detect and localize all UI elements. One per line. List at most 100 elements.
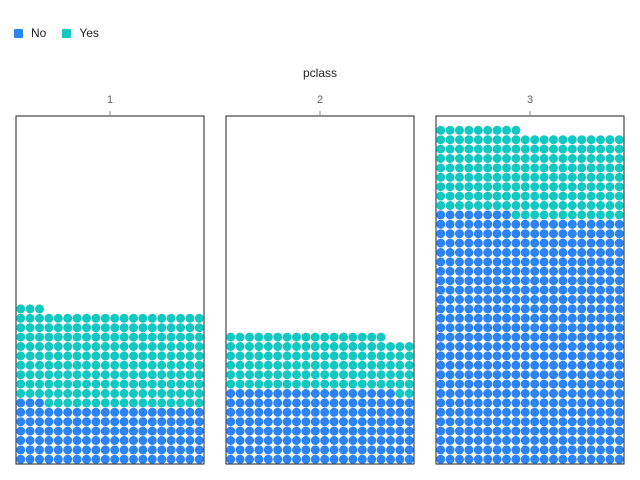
dot-yes-class-2 <box>395 342 405 351</box>
dot-no-class-1 <box>44 445 54 455</box>
dot-no-class-3 <box>530 454 540 464</box>
dot-no-class-3 <box>455 304 464 314</box>
dot-no-class-1 <box>166 445 176 455</box>
dot-no-class-2 <box>245 407 254 417</box>
dot-yes-class-3 <box>445 154 455 163</box>
dot-yes-class-3 <box>605 172 615 182</box>
dot-no-class-2 <box>386 417 395 427</box>
dot-yes-class-2 <box>273 351 283 361</box>
dot-yes-class-3 <box>492 154 502 163</box>
dot-yes-class-3 <box>596 163 605 173</box>
dot-no-class-3 <box>464 360 474 370</box>
dot-no-class-2 <box>245 389 254 398</box>
dot-no-class-3 <box>567 266 577 276</box>
dot-no-class-3 <box>539 229 549 239</box>
dot-yes-class-2 <box>263 370 273 380</box>
dot-yes-class-3 <box>455 182 464 192</box>
dot-no-class-3 <box>577 389 587 398</box>
dot-no-class-3 <box>455 332 464 342</box>
dot-yes-class-2 <box>292 370 301 380</box>
dot-yes-class-3 <box>464 191 474 201</box>
dot-yes-class-1 <box>44 332 54 342</box>
dot-yes-class-2 <box>386 370 395 380</box>
dot-no-class-2 <box>386 426 395 436</box>
dot-no-class-3 <box>492 360 502 370</box>
dot-no-class-3 <box>586 454 596 464</box>
dot-yes-class-2 <box>245 332 254 342</box>
dot-yes-class-2 <box>320 332 330 342</box>
dot-yes-class-3 <box>511 182 521 192</box>
dot-yes-class-3 <box>436 172 446 182</box>
dot-no-class-3 <box>549 426 558 436</box>
dot-no-class-2 <box>301 436 311 445</box>
dot-yes-class-3 <box>436 135 446 145</box>
dot-no-class-1 <box>44 426 54 436</box>
dot-yes-class-2 <box>339 351 348 361</box>
dot-no-class-3 <box>445 426 455 436</box>
dot-no-class-3 <box>614 219 624 229</box>
dot-yes-class-3 <box>473 135 483 145</box>
dot-no-class-3 <box>558 276 568 286</box>
dot-no-class-3 <box>436 407 446 417</box>
dot-yes-class-3 <box>445 182 455 192</box>
dot-no-class-3 <box>586 257 596 267</box>
facet-title: pclass <box>302 66 337 80</box>
dot-no-class-1 <box>119 436 129 445</box>
dot-no-class-3 <box>549 454 558 464</box>
dot-yes-class-2 <box>376 379 386 389</box>
dot-yes-class-2 <box>235 342 245 351</box>
dot-yes-class-2 <box>282 360 292 370</box>
dot-yes-class-1 <box>166 389 176 398</box>
dot-no-class-1 <box>53 445 63 455</box>
dot-no-class-1 <box>129 407 138 417</box>
dot-yes-class-1 <box>53 351 63 361</box>
dot-no-class-2 <box>245 436 254 445</box>
dot-no-class-1 <box>157 426 167 436</box>
dot-no-class-1 <box>119 445 129 455</box>
dot-no-class-3 <box>473 454 483 464</box>
dot-no-class-3 <box>605 436 615 445</box>
dot-no-class-3 <box>577 398 587 408</box>
dot-yes-class-1 <box>147 332 157 342</box>
dot-no-class-3 <box>483 445 493 455</box>
dot-no-class-1 <box>35 445 44 455</box>
dot-no-class-3 <box>511 360 521 370</box>
dot-yes-class-2 <box>404 389 414 398</box>
dot-no-class-1 <box>176 407 185 417</box>
dot-no-class-3 <box>567 313 577 323</box>
dot-yes-class-3 <box>502 154 511 163</box>
dot-yes-class-1 <box>100 389 110 398</box>
dot-yes-class-3 <box>605 163 615 173</box>
dot-yes-class-1 <box>157 342 167 351</box>
dot-no-class-2 <box>226 445 236 455</box>
dot-yes-class-1 <box>16 351 26 361</box>
dot-no-class-3 <box>502 229 511 239</box>
dot-no-class-1 <box>63 407 73 417</box>
dot-yes-class-3 <box>539 201 549 210</box>
dot-yes-class-1 <box>35 351 44 361</box>
dot-no-class-3 <box>473 379 483 389</box>
dot-yes-class-2 <box>310 332 320 342</box>
dot-no-class-3 <box>455 323 464 333</box>
dot-no-class-2 <box>395 398 405 408</box>
dot-yes-class-3 <box>445 191 455 201</box>
dot-no-class-3 <box>567 295 577 304</box>
dot-no-class-3 <box>520 219 530 229</box>
dot-no-class-1 <box>25 407 35 417</box>
dot-no-class-3 <box>464 445 474 455</box>
dot-yes-class-1 <box>147 313 157 323</box>
dot-no-class-2 <box>263 426 273 436</box>
dot-no-class-3 <box>539 417 549 427</box>
dot-no-class-3 <box>549 219 558 229</box>
dot-no-class-3 <box>436 360 446 370</box>
dot-no-class-1 <box>166 436 176 445</box>
dot-no-class-2 <box>404 445 414 455</box>
dot-yes-class-1 <box>129 360 138 370</box>
dot-yes-class-3 <box>596 154 605 163</box>
dot-no-class-3 <box>520 266 530 276</box>
dot-no-class-3 <box>445 295 455 304</box>
dot-no-class-1 <box>72 407 82 417</box>
dot-yes-class-3 <box>567 191 577 201</box>
dot-no-class-3 <box>577 304 587 314</box>
dot-no-class-3 <box>558 398 568 408</box>
